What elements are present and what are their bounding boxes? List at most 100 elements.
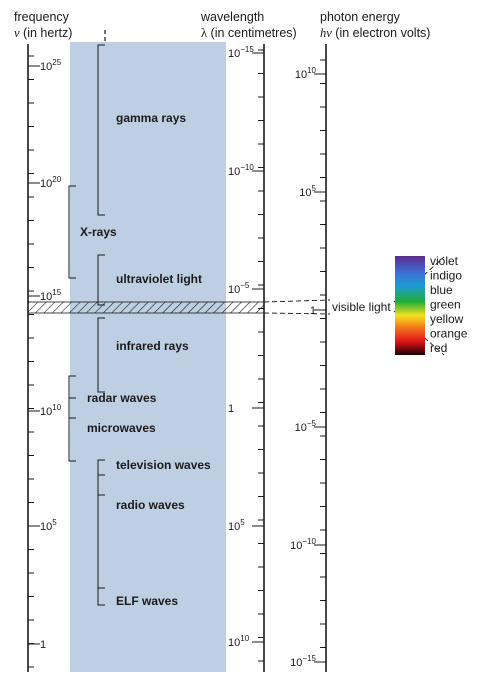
energy-tick-label: 1010 [295, 66, 317, 81]
wavelength-tick-exponent: 5 [240, 518, 245, 527]
callout-line-bottom [263, 312, 331, 315]
frequency-tick-base: 10 [40, 291, 52, 303]
energy-tick-exponent: 5 [312, 184, 317, 193]
elf-waves-label: ELF waves [116, 594, 178, 608]
radar-waves-label: radar waves [87, 391, 157, 405]
x-rays-label: X-rays [80, 225, 117, 239]
frequency-tick-label: 1015 [40, 288, 62, 303]
frequency-tick-exponent: 25 [52, 58, 61, 67]
color-label-red: red [430, 341, 447, 355]
energy-tick-base: 10 [295, 69, 307, 81]
frequency-tick-label: 1020 [40, 175, 62, 190]
energy-tick-label: 10−5 [295, 419, 317, 434]
wavelength-ticks [252, 49, 264, 662]
television-waves-label: television waves [116, 458, 211, 472]
energy-tick-base: 10 [290, 657, 302, 669]
energy-header: photon energy hν (in electron volts) [320, 10, 430, 40]
frequency-title: frequency [14, 10, 70, 24]
gamma-rays-bracket [97, 44, 105, 216]
visible-light-callout: visible light violetindigobluegreenyello… [263, 254, 468, 356]
energy-tick-base: 1 [310, 305, 316, 317]
frequency-header: frequency ν (in hertz) [14, 10, 72, 40]
wavelength-tick-base: 10 [228, 48, 240, 60]
energy-tick-exponent: 10 [307, 66, 316, 75]
wavelength-tick-label: 105 [228, 518, 245, 533]
wavelength-tick-label: 10−10 [228, 163, 254, 178]
radar-waves-bracket [68, 375, 76, 419]
energy-tick-label: 1 [310, 305, 316, 317]
frequency-unit: (in hertz) [23, 26, 72, 40]
frequency-tick-base: 10 [40, 61, 52, 73]
energy-tick-exponent: −5 [307, 419, 317, 428]
energy-unit: (in electron volts) [335, 26, 430, 40]
energy-tick-exponent: −10 [302, 537, 316, 546]
frequency-tick-label: 105 [40, 518, 57, 533]
visible-light-label: visible light [332, 300, 391, 314]
microwaves-label: microwaves [87, 421, 156, 435]
ultraviolet-light-label: ultraviolet light [116, 272, 202, 286]
visible-spectrum-swatch [395, 256, 425, 355]
color-label-orange: orange [430, 327, 468, 341]
ultraviolet-light-bracket [97, 254, 105, 306]
energy-ticks [314, 59, 326, 663]
frequency-tick-exponent: 20 [52, 175, 61, 184]
elf-waves-bracket [97, 494, 105, 606]
microwaves-bracket [68, 397, 76, 462]
wavelength-tick-exponent: −5 [240, 281, 250, 290]
infrared-rays-label: infrared rays [116, 339, 189, 353]
wavelength-tick-label: 10−5 [228, 281, 250, 296]
frequency-tick-label: 1025 [40, 58, 62, 73]
spectrum-column [70, 42, 226, 672]
callout-line-top [263, 299, 331, 303]
wavelength-tick-exponent: −15 [240, 45, 254, 54]
energy-title: photon energy [320, 10, 401, 24]
frequency-tick-label: 1010 [40, 403, 62, 418]
x-rays-bracket [68, 185, 76, 279]
color-label-green: green [430, 298, 461, 312]
wavelength-unit: (in centimetres) [211, 26, 297, 40]
radio-waves-label: radio waves [116, 498, 185, 512]
energy-tick-label: 10−15 [290, 654, 316, 669]
energy-tick-base: 10 [295, 422, 307, 434]
energy-tick-base: 10 [299, 187, 311, 199]
frequency-tick-base: 1 [40, 639, 46, 651]
color-label-blue: blue [430, 283, 453, 297]
wavelength-tick-label: 1010 [228, 634, 250, 649]
wavelength-tick-exponent: 10 [240, 634, 249, 643]
frequency-tick-base: 10 [40, 178, 52, 190]
wavelength-tick-base: 10 [228, 637, 240, 649]
wavelength-tick-exponent: −10 [240, 163, 254, 172]
energy-tick-base: 10 [290, 540, 302, 552]
wavelength-tick-label: 1 [228, 403, 234, 415]
frequency-tick-exponent: 5 [52, 518, 57, 527]
frequency-tick-base: 10 [40, 406, 52, 418]
frequency-ticks [28, 55, 40, 668]
visible-light-band [27, 301, 265, 314]
frequency-tick-base: 10 [40, 521, 52, 533]
wavelength-title: wavelength [200, 10, 264, 24]
frequency-tick-label: 1 [40, 639, 46, 651]
frequency-symbol: ν [14, 26, 20, 40]
energy-tick-label: 10−10 [290, 537, 316, 552]
wavelength-tick-base: 10 [228, 284, 240, 296]
infrared-rays-bracket [97, 317, 105, 393]
frequency-unit-line: ν (in hertz) [14, 26, 72, 40]
energy-symbol: hν [320, 26, 332, 40]
energy-unit-line: hν (in electron volts) [320, 26, 430, 40]
wavelength-tick-base: 1 [228, 403, 234, 415]
wavelength-tick-base: 10 [228, 521, 240, 533]
wavelength-header: wavelength λ (in centimetres) [200, 10, 297, 40]
energy-tick-exponent: −15 [302, 654, 316, 663]
gamma-rays-label: gamma rays [116, 111, 186, 125]
color-label-yellow: yellow [430, 312, 464, 326]
wavelength-symbol: λ [201, 26, 207, 40]
wavelength-tick-base: 10 [228, 166, 240, 178]
frequency-tick-exponent: 15 [52, 288, 61, 297]
color-label-violet: violet [430, 254, 459, 268]
